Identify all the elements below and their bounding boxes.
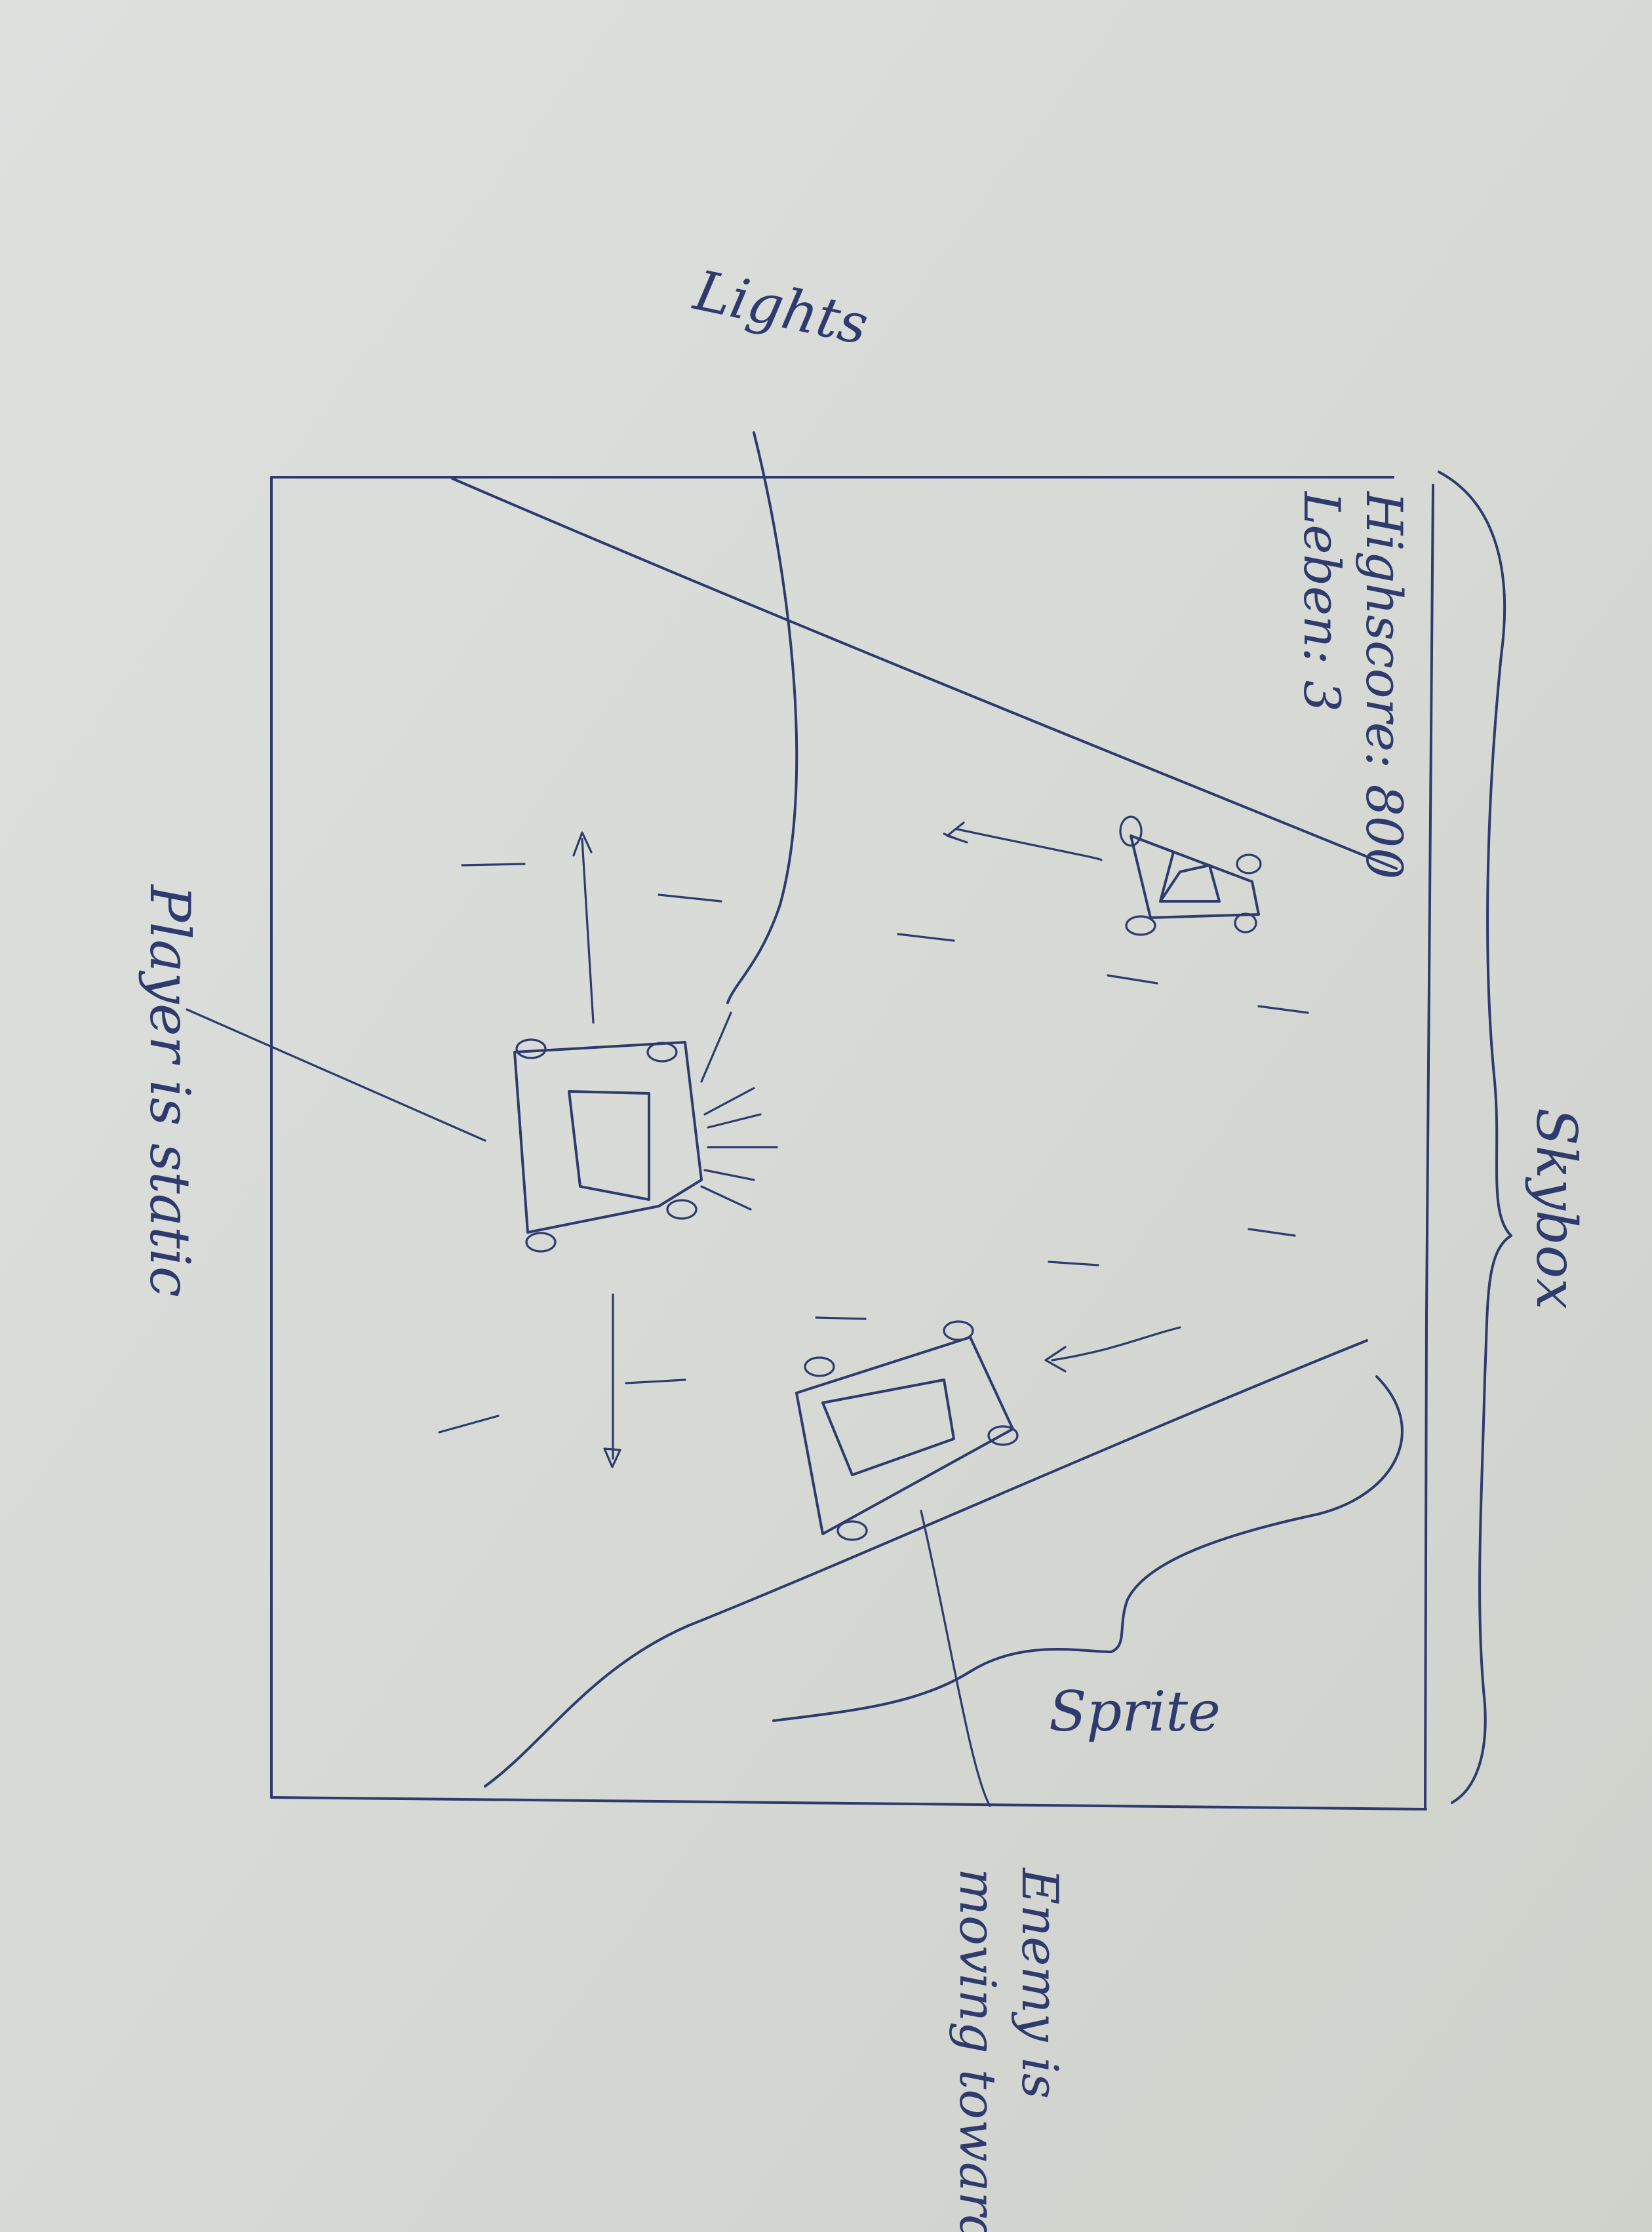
enemy-note-line1: Enemy is <box>1011 1867 1069 2099</box>
hud-highscore: Highscore: 800 <box>1355 490 1413 880</box>
hud-lives: Leben: 3 <box>1293 490 1351 712</box>
player-static-label: Player is static <box>138 884 202 1297</box>
skybox-label: Skybox <box>1524 1108 1588 1310</box>
enemy-note-line2: moving towards <box>949 1868 1007 2232</box>
sprite-label: Sprite <box>1049 1679 1221 1744</box>
